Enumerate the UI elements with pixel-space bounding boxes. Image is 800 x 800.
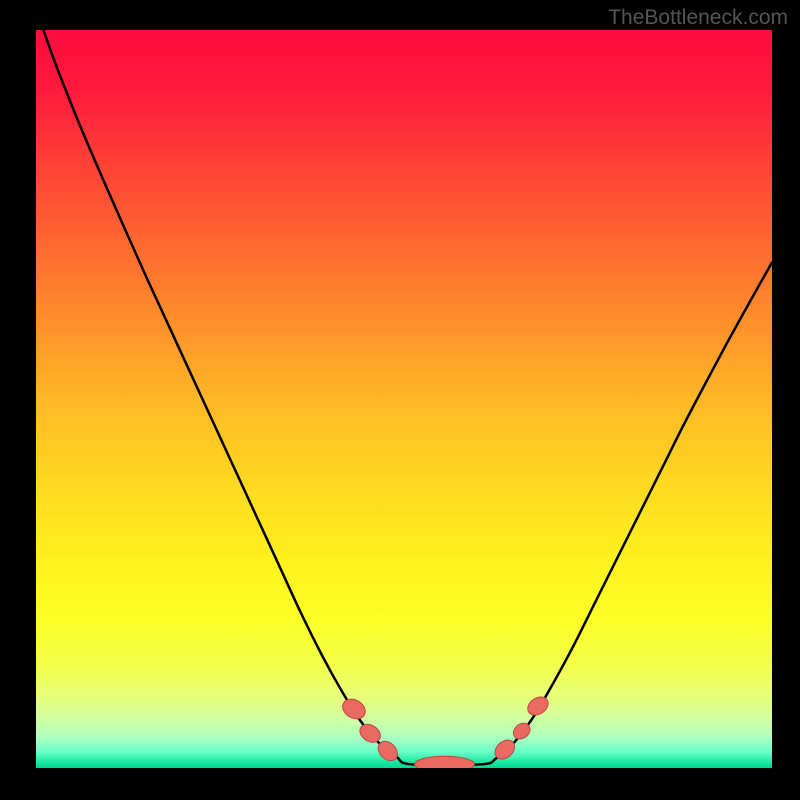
data-marker — [414, 756, 474, 768]
data-markers — [339, 693, 551, 768]
plot-area — [36, 30, 772, 768]
watermark-text: TheBottleneck.com — [608, 6, 788, 30]
data-marker — [339, 695, 369, 723]
bottleneck-curve — [43, 30, 772, 765]
data-marker — [524, 693, 551, 719]
chart-container: TheBottleneck.com — [0, 0, 800, 800]
curve-layer — [36, 30, 772, 768]
